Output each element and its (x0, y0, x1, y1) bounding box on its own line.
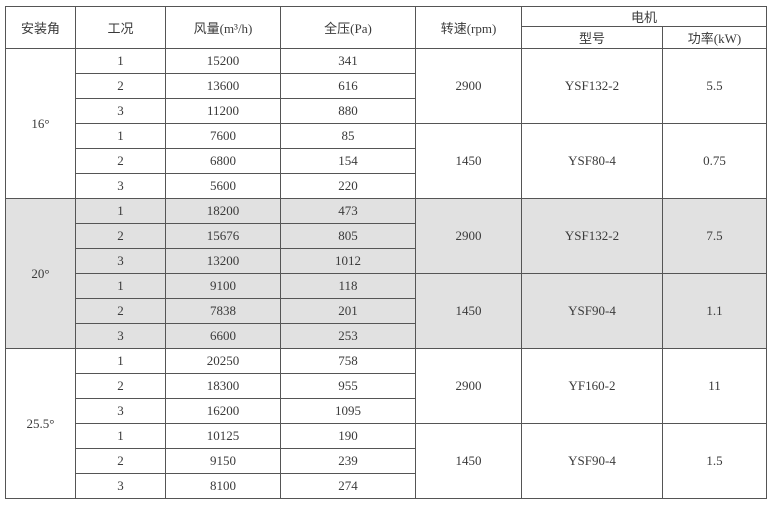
airflow-cell: 7600 (165, 123, 281, 149)
table-row: 16° 1 15200 341 2900 YSF132-2 5.5 (5, 48, 768, 199)
airflow-cell: 18200 (165, 198, 281, 224)
speed-cell: 2900 (415, 48, 522, 124)
motor-power-cell: 7.5 (661, 198, 768, 274)
pressure-cell: 955 (280, 373, 416, 399)
pressure-cell: 758 (280, 348, 416, 374)
condition-cell: 1 (75, 423, 166, 449)
condition-cell: 1 (75, 198, 166, 224)
pressure-cell: 239 (280, 448, 416, 474)
pressure-cell: 1012 (280, 248, 416, 274)
airflow-cell: 7838 (165, 298, 281, 324)
motor-power-cell: 5.5 (661, 48, 768, 124)
pressure-cell: 85 (280, 123, 416, 149)
motor-power-cell: 11 (661, 348, 768, 424)
speed-cell: 1450 (415, 273, 522, 349)
condition-cell: 3 (75, 398, 166, 424)
airflow-cell: 13200 (165, 248, 281, 274)
condition-cell: 3 (75, 98, 166, 124)
airflow-cell: 10125 (165, 423, 281, 449)
motor-power-cell: 0.75 (661, 123, 768, 199)
airflow-cell: 6600 (165, 323, 281, 349)
pressure-cell: 805 (280, 223, 416, 249)
pressure-cell: 341 (280, 48, 416, 74)
motor-model-cell: YSF90-4 (521, 273, 663, 349)
pressure-cell: 118 (280, 273, 416, 299)
speed-cell: 1450 (415, 423, 522, 499)
airflow-cell: 9150 (165, 448, 281, 474)
pressure-cell: 154 (280, 148, 416, 174)
airflow-cell: 15676 (165, 223, 281, 249)
table-row: 3 8100 274 (6, 473, 767, 499)
motor-model-cell: YSF80-4 (521, 123, 663, 199)
condition-cell: 3 (75, 248, 166, 274)
motor-model-cell: YSF132-2 (521, 198, 663, 274)
table-row: 2 15676 805 (6, 223, 767, 249)
pressure-cell: 220 (280, 173, 416, 199)
speed-cell: 2900 (415, 348, 522, 424)
header-angle: 安装角 (5, 6, 76, 49)
table-row: 25.5° 1 20250 758 2900 YF160-2 11 (5, 348, 768, 499)
airflow-cell: 18300 (165, 373, 281, 399)
condition-cell: 3 (75, 323, 166, 349)
table-row: 3 5600 220 (6, 173, 767, 199)
header-model: 型号 (521, 26, 663, 49)
condition-cell: 2 (75, 298, 166, 324)
condition-cell: 2 (75, 148, 166, 174)
pressure-cell: 253 (280, 323, 416, 349)
pressure-cell: 190 (280, 423, 416, 449)
table-row: 20° 1 18200 473 2900 YSF132-2 7.5 (5, 198, 768, 349)
airflow-cell: 16200 (165, 398, 281, 424)
table-row: 3 6600 253 (6, 323, 767, 349)
pressure-cell: 274 (280, 473, 416, 499)
motor-model-cell: YF160-2 (521, 348, 663, 424)
table-row: 1 7600 85 1450 YSF80-4 0.75 (6, 123, 768, 199)
condition-cell: 1 (75, 348, 166, 374)
condition-cell: 1 (75, 273, 166, 299)
speed-cell: 2900 (415, 198, 522, 274)
airflow-cell: 13600 (165, 73, 281, 99)
airflow-cell: 11200 (165, 98, 281, 124)
fan-performance-table: 安装角 工况 风量(m³/h) 全压(Pa) 转速(rpm) 电机 型号 功率(… (5, 6, 768, 499)
airflow-cell: 6800 (165, 148, 281, 174)
motor-model-cell: YSF90-4 (521, 423, 663, 499)
angle-cell: 16° (5, 48, 76, 199)
condition-cell: 2 (75, 373, 166, 399)
condition-cell: 1 (75, 123, 166, 149)
table-row: 2 18300 955 (6, 373, 767, 399)
condition-cell: 2 (75, 448, 166, 474)
pressure-cell: 1095 (280, 398, 416, 424)
motor-model-cell: YSF132-2 (521, 48, 663, 124)
pressure-cell: 473 (280, 198, 416, 224)
airflow-cell: 15200 (165, 48, 281, 74)
condition-cell: 3 (75, 473, 166, 499)
motor-power-cell: 1.5 (661, 423, 768, 499)
table-row: 2 9150 239 (6, 448, 767, 474)
table-row: 1 10125 190 1450 YSF90-4 1.5 (6, 423, 768, 499)
motor-power-cell: 1.1 (661, 273, 768, 349)
header-condition: 工况 (75, 6, 166, 49)
angle-cell: 20° (5, 198, 76, 349)
header-motor: 电机 (520, 6, 768, 27)
condition-cell: 3 (75, 173, 166, 199)
table-row: 2 13600 616 (6, 73, 767, 99)
header-airflow: 风量(m³/h) (165, 6, 281, 49)
speed-cell: 1450 (415, 123, 522, 199)
airflow-cell: 20250 (165, 348, 281, 374)
header-power: 功率(kW) (661, 26, 768, 49)
header-pressure: 全压(Pa) (280, 6, 416, 49)
airflow-cell: 5600 (165, 173, 281, 199)
pressure-cell: 616 (280, 73, 416, 99)
table-row: 3 13200 1012 (6, 248, 767, 274)
table-row: 1 9100 118 1450 YSF90-4 1.1 (6, 273, 768, 349)
airflow-cell: 8100 (165, 473, 281, 499)
angle-cell: 25.5° (5, 348, 76, 499)
condition-cell: 2 (75, 223, 166, 249)
condition-cell: 2 (75, 73, 166, 99)
airflow-cell: 9100 (165, 273, 281, 299)
pressure-cell: 880 (280, 98, 416, 124)
pressure-cell: 201 (280, 298, 416, 324)
condition-cell: 1 (75, 48, 166, 74)
header-speed: 转速(rpm) (415, 6, 522, 49)
